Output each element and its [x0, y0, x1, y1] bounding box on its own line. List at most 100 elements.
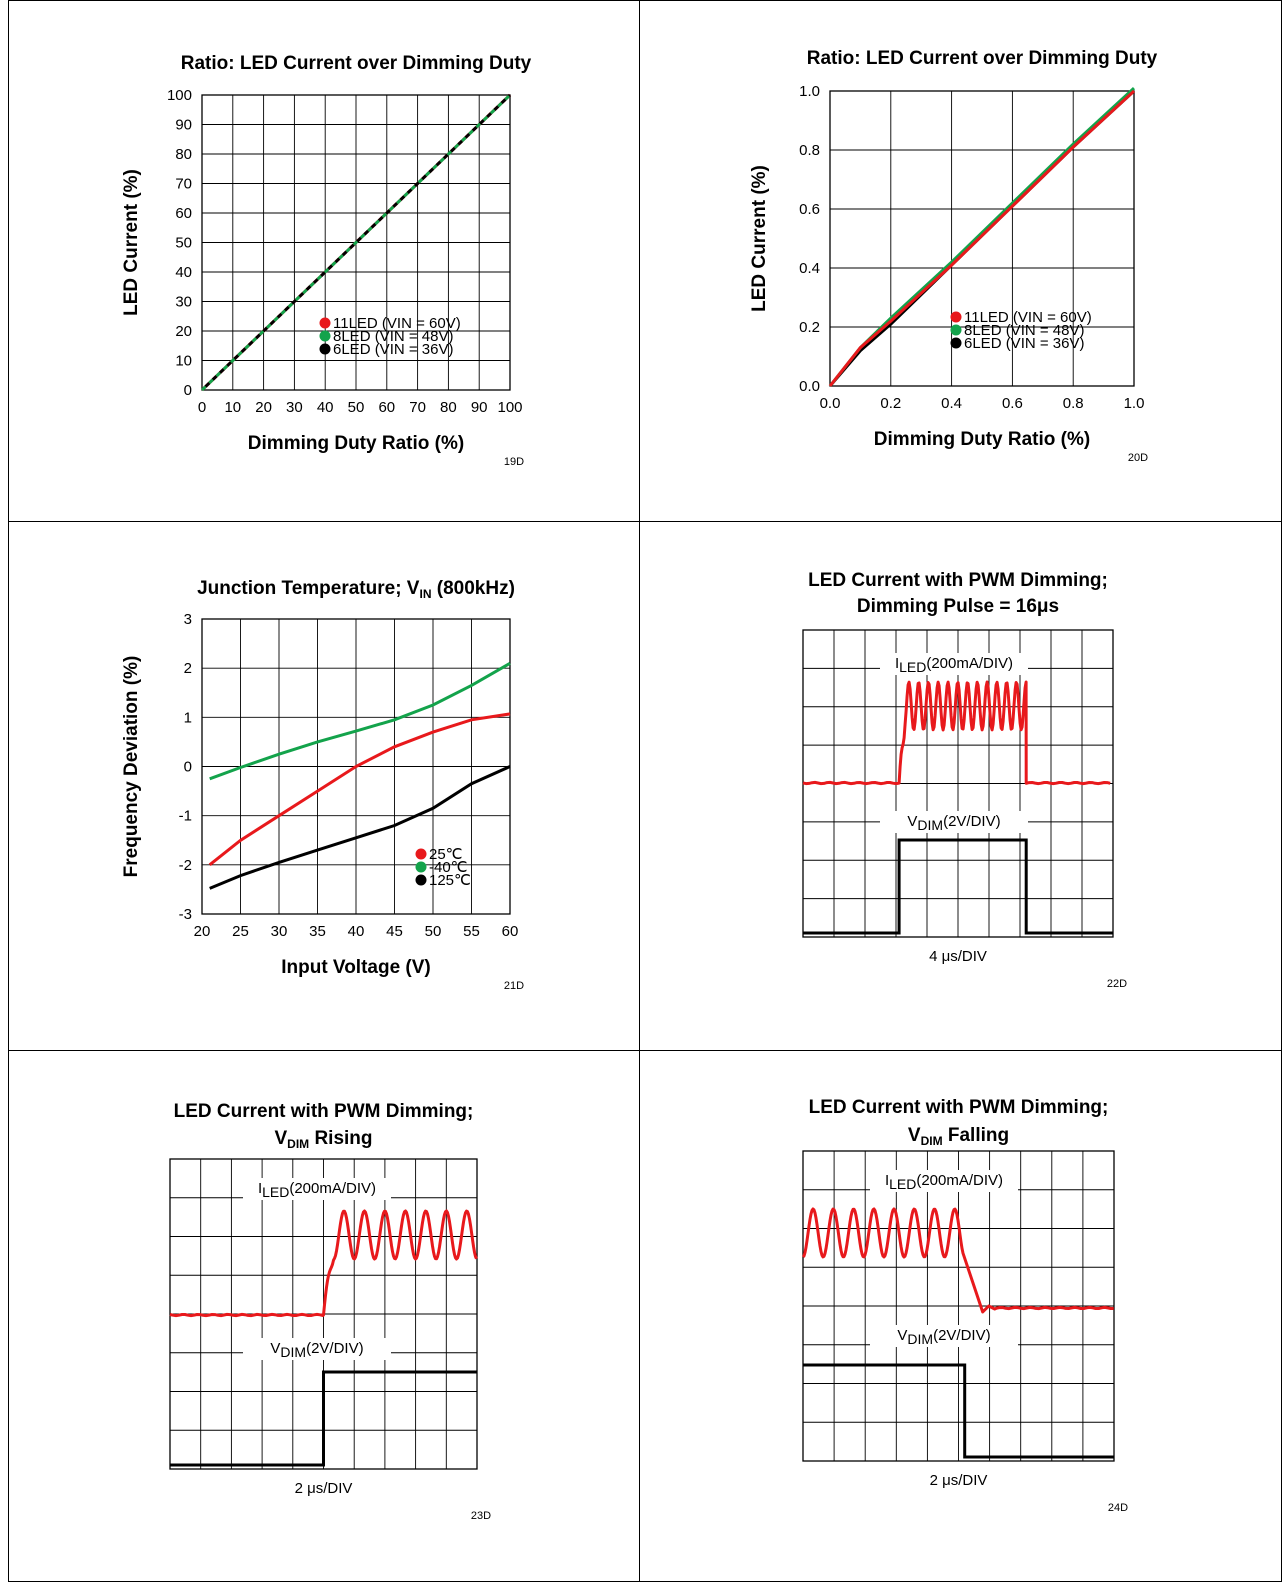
y-tick-label: 10 [175, 353, 192, 370]
chart-subtitle: Dimming Pulse = 16μs [857, 596, 1059, 617]
x-tick-label: 0.8 [1063, 395, 1084, 412]
y-tick-label: 0.4 [799, 260, 820, 277]
vdim-trace [170, 1370, 477, 1467]
x-tick-label: 35 [309, 923, 326, 940]
vdim-label: VDIM(2V/DIV) [907, 813, 1000, 833]
chart-23d: LED Current with PWM Dimming; VDIM Rising… [169, 1101, 491, 1522]
timebase-label: 4 μs/DIV [929, 948, 987, 965]
panel-21d: Junction Temperature; VIN (800kHz) 20 25 30… [8, 521, 640, 1051]
plot-frame [201, 94, 511, 391]
x-axis-label: Input Voltage (V) [281, 957, 431, 978]
plot-frame [802, 1150, 1115, 1462]
series-line [200, 93, 512, 392]
x-axis-label: Dimming Duty Ratio (%) [248, 433, 464, 454]
x-tick-label: 40 [348, 923, 365, 940]
legend-marker [415, 861, 427, 873]
chart-22d: LED Current with PWM Dimming; Dimming Pul… [802, 570, 1127, 990]
y-tick-label: 3 [184, 611, 192, 628]
legend-label: 6LED (VIN = 36V) [964, 335, 1084, 352]
x-tick-label: 25 [232, 923, 249, 940]
y-tick-label: 40 [175, 264, 192, 281]
legend-marker [950, 324, 962, 336]
y-tick-label: 70 [175, 176, 192, 193]
timebase-label: 2 μs/DIV [295, 1480, 353, 1497]
legend-label: 6LED (VIN = 36V) [333, 341, 453, 358]
trace-label-bg [880, 811, 1028, 833]
x-tick-label: 0.4 [941, 395, 962, 412]
chart-title: LED Current with PWM Dimming; [809, 1097, 1109, 1118]
legend-label: 125℃ [429, 872, 471, 889]
legend-marker [319, 330, 331, 342]
iled-label: ILED(200mA/DIV) [885, 1172, 1003, 1192]
y-tick-label: 0.8 [799, 142, 820, 159]
x-tick-label: 0.0 [820, 395, 841, 412]
series-line [828, 89, 1136, 387]
legend-marker [950, 337, 962, 349]
x-tick-label: 55 [463, 923, 480, 940]
figure-id: 20D [1128, 452, 1148, 464]
y-tick-label: 0.2 [799, 319, 820, 336]
y-tick-label: 0 [184, 759, 192, 776]
y-tick-label: 1.0 [799, 83, 820, 100]
iled-trace [802, 680, 1111, 786]
x-tick-label: 80 [440, 399, 457, 416]
legend-marker [319, 317, 331, 329]
x-tick-label: 20 [255, 399, 272, 416]
series-line [209, 765, 511, 890]
x-tick-label: 100 [497, 399, 522, 416]
x-tick-label: 30 [286, 399, 303, 416]
panel-19d: Ratio: LED Current over Dimming Duty 0 10 2… [8, 0, 640, 522]
figure-id: 19D [504, 456, 524, 468]
series-line [209, 661, 511, 781]
figure-id: 21D [504, 980, 524, 992]
legend-label: 25℃ [429, 846, 463, 863]
y-tick-label: 1 [184, 709, 192, 726]
chart-19d: Ratio: LED Current over Dimming Duty 0 10 2… [121, 53, 532, 468]
legend-label: -40℃ [429, 859, 468, 876]
x-tick-label: 0.6 [1002, 395, 1023, 412]
x-tick-label: 30 [271, 923, 288, 940]
legend-marker [415, 874, 427, 886]
trace-label-bg [243, 1178, 391, 1200]
y-tick-label: 100 [167, 87, 192, 104]
y-axis-label: LED Current (%) [749, 165, 770, 312]
panel-22d: LED Current with PWM Dimming; Dimming Pul… [639, 521, 1282, 1051]
series-line [208, 712, 511, 866]
x-tick-label: 70 [409, 399, 426, 416]
chart-subtitle: VDIM Rising [274, 1128, 372, 1151]
x-tick-label: 50 [425, 923, 442, 940]
legend-marker [950, 311, 962, 323]
chart-21d: Junction Temperature; VIN (800kHz)20 25 30… [121, 578, 524, 992]
chart-title: Ratio: LED Current over Dimming Duty [807, 48, 1158, 69]
x-tick-label: 45 [386, 923, 403, 940]
panel-24d: LED Current with PWM Dimming; VDIM Fallin… [639, 1050, 1282, 1582]
x-tick-label: 90 [471, 399, 488, 416]
trace-label-bg [870, 1170, 1018, 1192]
chart-title: LED Current with PWM Dimming; [808, 570, 1108, 591]
x-axis-label: Dimming Duty Ratio (%) [874, 429, 1090, 450]
series-line [200, 93, 512, 392]
y-tick-label: -3 [179, 906, 192, 923]
x-tick-label: 10 [224, 399, 241, 416]
iled-trace [169, 1209, 478, 1318]
y-tick-label: 80 [175, 146, 192, 163]
figure-id: 22D [1107, 978, 1127, 990]
legend-label: 11LED (VIN = 60V) [964, 309, 1092, 326]
y-axis-label: Frequency Deviation (%) [121, 656, 142, 878]
legend-marker [319, 343, 331, 355]
y-tick-label: 0.0 [799, 378, 820, 395]
x-tick-label: 60 [502, 923, 519, 940]
legend-label: 11LED (VIN = 60V) [333, 315, 461, 332]
iled-label: ILED(200mA/DIV) [258, 1180, 376, 1200]
timebase-label: 2 μs/DIV [930, 1472, 988, 1489]
vdim-label: VDIM(2V/DIV) [897, 1327, 990, 1347]
y-tick-label: 60 [175, 205, 192, 222]
x-tick-label: 50 [348, 399, 365, 416]
trace-label-bg [870, 1325, 1018, 1347]
vdim-trace [803, 1363, 1114, 1459]
legend-label: 8LED (VIN = 48V) [964, 322, 1084, 339]
x-tick-label: 0 [198, 399, 206, 416]
y-tick-label: 2 [184, 660, 192, 677]
plot-frame [829, 90, 1135, 387]
y-tick-label: -1 [179, 808, 192, 825]
